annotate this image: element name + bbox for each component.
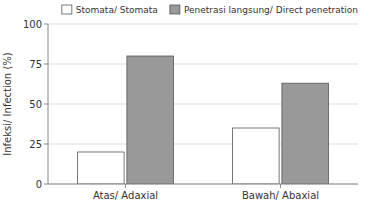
y-tick-label: 25 — [29, 139, 42, 150]
y-tick — [44, 104, 48, 105]
grid-line — [48, 184, 358, 185]
grid-line — [48, 24, 358, 25]
y-tick — [44, 144, 48, 145]
chart-svg: 0 25 50 75 100 Infeksi/ Infection (%) Atas/ Ad… — [0, 0, 368, 206]
x-tick-label: Atas/ Adaxial — [93, 190, 158, 201]
y-axis-label: Infeksi/ Infection (%) — [2, 52, 13, 155]
x-axis-line — [48, 184, 358, 185]
grid-line — [48, 64, 358, 65]
y-tick — [44, 24, 48, 25]
y-tick-label: 100 — [23, 19, 42, 30]
y-axis-line — [48, 24, 49, 184]
legend-label: Penetrasi langsung/ Direct penetration — [184, 5, 358, 15]
x-tick — [125, 184, 126, 188]
y-tick — [44, 64, 48, 65]
y-tick-label: 50 — [29, 99, 42, 110]
y-tick — [44, 184, 48, 185]
bar — [233, 128, 279, 184]
y-tick-label: 75 — [29, 59, 42, 70]
legend-label: Stomata/ Stomata — [76, 5, 158, 15]
chart-container: 0 25 50 75 100 Infeksi/ Infection (%) Atas/ Ad… — [0, 0, 368, 206]
x-tick — [280, 184, 281, 188]
legend-swatch — [170, 5, 180, 14]
x-tick-label: Bawah/ Abaxial — [242, 190, 319, 201]
bars — [78, 56, 329, 184]
bar — [127, 56, 173, 184]
y-tick-label: 0 — [36, 179, 42, 190]
bar — [78, 152, 125, 184]
legend-swatch — [62, 5, 72, 14]
bar — [282, 83, 329, 184]
legend: Stomata/ Stomata Penetrasi langsung/ Dire… — [62, 5, 358, 15]
